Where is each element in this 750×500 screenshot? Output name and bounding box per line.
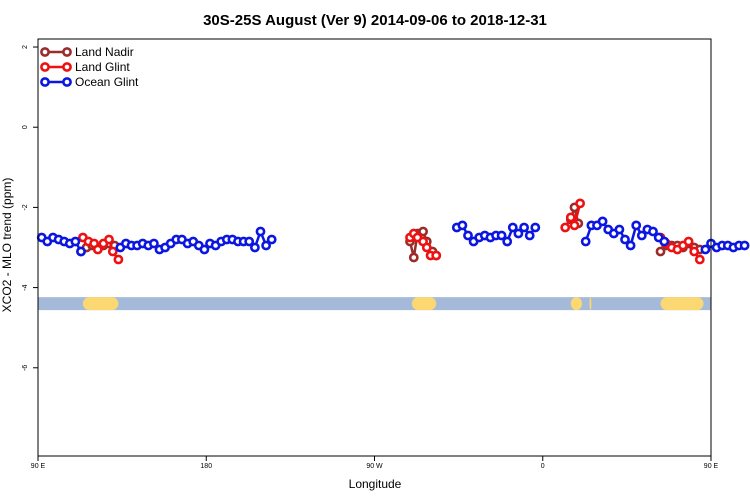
series-2-point-1-25	[255, 226, 266, 237]
series-2-point-3-7	[620, 234, 630, 245]
series-2-point-0-6	[70, 236, 81, 247]
series-2-point-1-15	[199, 244, 210, 255]
series-2-point-2-2	[463, 230, 473, 241]
land-segment-0	[82, 297, 119, 311]
x-tick-label-2: 90 W	[366, 463, 383, 470]
series-2-point-3-3	[597, 216, 608, 227]
series-2-point-2-9	[502, 236, 513, 247]
ocean-band	[38, 297, 711, 311]
y-tick-label-3: -4	[22, 284, 29, 290]
series-2-point-2-12	[519, 222, 529, 233]
x-tick-label-3: 0	[541, 463, 545, 470]
y-axis: 2 0 -2 -4 -6	[22, 45, 38, 371]
y-tick-label-4: -6	[22, 365, 29, 371]
series-2-point-1-26	[261, 240, 271, 251]
series-1-point-3-7	[694, 254, 705, 265]
series-layer	[36, 198, 750, 265]
legend-marker-left-0	[40, 47, 50, 57]
series-1-point-2-1	[565, 212, 576, 223]
series-2-point-3-6	[614, 224, 625, 235]
series-0-point-1-3	[418, 226, 428, 237]
series-1-point-3-5	[683, 236, 694, 247]
series-2-point-1-27	[266, 234, 277, 245]
land-segment-3	[589, 297, 592, 311]
x-axis-label: Longitude	[349, 477, 402, 491]
series-1-point-1-4	[421, 242, 432, 253]
series-2-point-3-0	[580, 236, 591, 247]
series-0-point-3-0	[655, 246, 666, 257]
series-1-point-1-6	[431, 250, 442, 261]
y-axis-label: XCO2 - MLO trend (ppm)	[0, 178, 14, 313]
land-segment-1	[411, 297, 437, 311]
land-segment-2	[570, 297, 583, 311]
series-2-point-2-11	[513, 228, 524, 239]
x-axis: 90 E 180 90 W 0 90 E	[31, 456, 719, 470]
series-2-point-0-7	[76, 246, 86, 257]
series-2-point-1-24	[249, 242, 260, 253]
series-2-point-3-9	[631, 220, 642, 231]
y-tick-label-2: -2	[22, 204, 29, 210]
series-1-point-2-3	[575, 198, 585, 209]
y-tick-label-1: 0	[22, 125, 29, 129]
series-1-point-3-6	[689, 246, 700, 257]
series-0-point-1-1	[408, 252, 419, 263]
land-ocean-band	[38, 297, 711, 311]
x-tick-label-1: 180	[200, 463, 212, 470]
series-1-point-0-3	[92, 244, 103, 255]
series-2-point-2-8	[496, 230, 507, 241]
legend-marker-left-1	[40, 62, 50, 72]
series-2-point-3-10	[636, 230, 647, 241]
series-2-point-2-10	[507, 222, 518, 233]
series-2-point-3-8	[625, 240, 636, 251]
series-2-point-2-14	[530, 222, 541, 233]
series-1-point-0-6	[107, 246, 118, 257]
y-tick-label-0: 2	[22, 45, 29, 49]
series-2-point-2-1	[457, 220, 468, 231]
series-1-point-2-2	[569, 220, 580, 231]
series-2-point-4-0	[700, 244, 711, 255]
series-1-point-0-7	[113, 254, 124, 265]
legend-marker-right-0	[62, 47, 72, 57]
legend-marker-left-2	[40, 77, 50, 87]
series-2-point-2-13	[524, 230, 535, 241]
chart-title: 30S-25S August (Ver 9) 2014-09-06 to 201…	[203, 12, 547, 29]
series-2-point-3-14	[659, 236, 670, 247]
series-2-point-1-6	[148, 238, 159, 249]
land-segment-4	[660, 297, 704, 311]
legend-marker-right-2	[62, 77, 72, 87]
x-tick-label-0: 90 E	[31, 463, 46, 470]
x-tick-label-4: 90 E	[704, 463, 719, 470]
series-2-point-3-12	[648, 226, 658, 237]
series-2-point-1-23	[244, 236, 255, 247]
series-2-point-4-7	[739, 240, 750, 251]
legend-label-0: Land Nadir	[75, 45, 134, 59]
legend-marker-right-1	[62, 62, 72, 72]
series-2	[36, 216, 750, 257]
legend-label-2: Ocean Glint	[75, 75, 139, 89]
series-1-point-2-0	[560, 222, 571, 233]
series-1-point-0-5	[104, 234, 114, 245]
legend-label-1: Land Glint	[75, 60, 130, 74]
